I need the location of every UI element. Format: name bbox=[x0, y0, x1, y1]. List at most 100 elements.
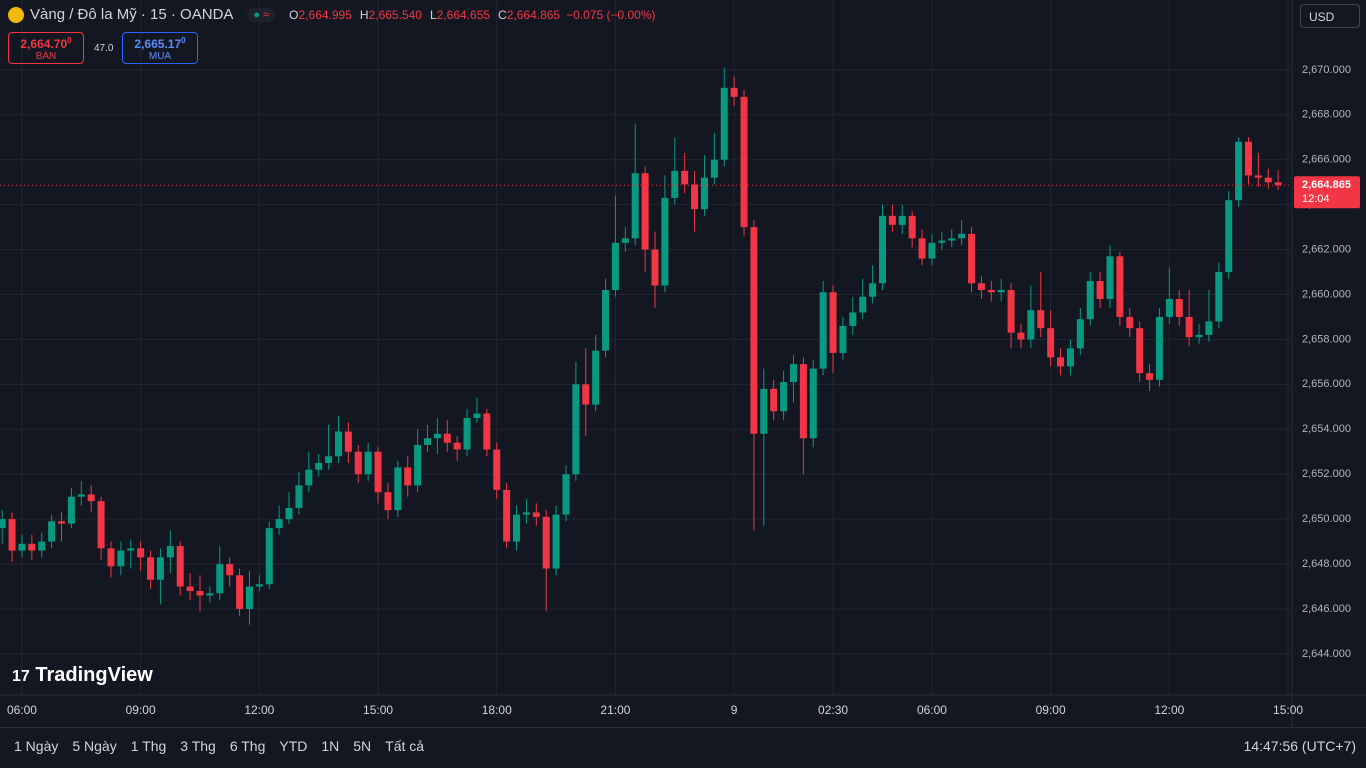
candle-body bbox=[424, 438, 432, 445]
ohlc-value: 2,664.655 bbox=[436, 7, 491, 22]
candle-body bbox=[799, 364, 807, 439]
range-button[interactable]: 6 Thg bbox=[229, 738, 266, 754]
candle-body bbox=[730, 87, 738, 97]
symbol[interactable]: Vàng / Đô la Mỹ · 15 · OANDA bbox=[30, 6, 234, 23]
sell-sup: 0 bbox=[67, 36, 72, 45]
candle-body bbox=[404, 467, 412, 486]
candle-body bbox=[1254, 175, 1262, 178]
candle-body bbox=[344, 431, 352, 452]
chart: 2,644.000 2,646.000 2,648.000 2,650.000 2,65… bbox=[0, 0, 1366, 727]
candle-body bbox=[750, 227, 758, 434]
range-button[interactable]: 5N bbox=[353, 738, 372, 754]
candle-body bbox=[1195, 334, 1203, 338]
toolbar: 1 Ngày 5 Ngày 1 Thg 3 Thg 6 Thg YTD 1N 5N Tất cả… bbox=[0, 727, 1366, 764]
change: −0.075 (−0.00%) bbox=[566, 7, 656, 22]
range-button[interactable]: 1N bbox=[321, 738, 340, 754]
candle-body bbox=[473, 413, 481, 419]
candle-body bbox=[641, 173, 649, 250]
ohlc-item: O2,664.995 bbox=[289, 8, 352, 22]
candle-body bbox=[760, 388, 768, 434]
ohlc: O2,664.995 H2,665.540 L2,664.655 C2,664.865 bbox=[289, 8, 560, 22]
candle-body bbox=[265, 528, 273, 585]
candle-body bbox=[631, 173, 639, 239]
x-tick-label: 12:00 bbox=[244, 703, 274, 717]
candle-body bbox=[671, 170, 679, 198]
candle-body bbox=[364, 451, 372, 475]
candle-body bbox=[661, 197, 669, 286]
ohlc-key: C bbox=[498, 7, 507, 22]
candle-body bbox=[147, 557, 155, 580]
sell-label: BÁN bbox=[35, 51, 57, 62]
candle-body bbox=[8, 519, 16, 551]
currency-select[interactable]: USD bbox=[1300, 4, 1360, 28]
x-tick-label: 12:00 bbox=[1154, 703, 1184, 717]
candle-body bbox=[859, 296, 867, 313]
countdown: 12:04 bbox=[1302, 193, 1330, 205]
candle-body bbox=[1165, 298, 1173, 317]
candle-body bbox=[809, 368, 817, 439]
candle-body bbox=[1175, 298, 1183, 317]
sell-button[interactable]: 2,664.700 BÁN bbox=[8, 32, 84, 64]
range-button[interactable]: YTD bbox=[279, 738, 308, 754]
candle-body bbox=[582, 384, 590, 405]
candle-body bbox=[1264, 177, 1272, 183]
candle-body bbox=[463, 418, 471, 450]
candle-body bbox=[1096, 281, 1104, 299]
candle-body bbox=[87, 494, 95, 502]
candle-body bbox=[928, 242, 936, 259]
candle-body bbox=[691, 184, 699, 210]
candle-body bbox=[1116, 256, 1124, 317]
candle-body bbox=[315, 462, 323, 470]
candle-body bbox=[433, 433, 441, 439]
range-button[interactable]: 3 Thg bbox=[180, 738, 216, 754]
range-button[interactable]: 1 Ngày bbox=[14, 738, 59, 754]
candle-body bbox=[879, 215, 887, 284]
buy-button[interactable]: 2,665.170 MUA bbox=[122, 32, 198, 64]
y-tick-label: 2,646.000 bbox=[1302, 603, 1351, 615]
candle-body bbox=[740, 96, 748, 228]
candle-body bbox=[156, 557, 164, 580]
candle-body bbox=[1047, 328, 1055, 358]
candle-body bbox=[28, 543, 36, 551]
candle-body bbox=[18, 543, 26, 551]
range-button[interactable]: 5 Ngày bbox=[72, 738, 117, 754]
y-tick-label: 2,662.000 bbox=[1302, 243, 1351, 255]
candle-body bbox=[245, 586, 253, 609]
candle-body bbox=[226, 564, 234, 576]
candle-body bbox=[720, 87, 728, 160]
candle-body bbox=[958, 233, 966, 239]
candle-body bbox=[532, 512, 540, 517]
candle-body bbox=[1086, 281, 1094, 320]
candle-body bbox=[493, 449, 501, 490]
buy-sup: 0 bbox=[181, 36, 186, 45]
range-button[interactable]: Tất cả bbox=[385, 738, 425, 754]
logo: 17 TradingView bbox=[12, 664, 153, 686]
y-tick-label: 2,652.000 bbox=[1302, 468, 1351, 480]
candle-body bbox=[780, 382, 788, 412]
x-tick-label: 15:00 bbox=[363, 703, 393, 717]
candle-body bbox=[948, 238, 956, 241]
candle-body bbox=[1146, 373, 1154, 380]
ohlc-key: O bbox=[289, 7, 299, 22]
candle-body bbox=[1185, 316, 1193, 338]
candle-body bbox=[374, 451, 382, 493]
candle-body bbox=[611, 242, 619, 290]
candle-body bbox=[325, 456, 333, 463]
candle-body bbox=[206, 593, 214, 596]
candle-body bbox=[1017, 332, 1025, 340]
candle-body bbox=[176, 546, 184, 587]
ohlc-item: C2,664.865 bbox=[498, 8, 560, 22]
last-price-label: 2,664.865 bbox=[1302, 179, 1351, 191]
candle-body bbox=[1076, 319, 1084, 349]
candle-body bbox=[255, 584, 263, 587]
candle-body bbox=[977, 283, 985, 290]
candle-body bbox=[127, 548, 135, 551]
status: ● ≈ bbox=[247, 7, 276, 22]
candle-body bbox=[236, 575, 244, 609]
candle-body bbox=[1037, 310, 1045, 329]
candle-body bbox=[829, 292, 837, 353]
y-tick-label: 2,650.000 bbox=[1302, 513, 1351, 525]
candle-body bbox=[166, 546, 174, 558]
range-button[interactable]: 1 Thg bbox=[130, 738, 167, 754]
candle-body bbox=[918, 238, 926, 259]
